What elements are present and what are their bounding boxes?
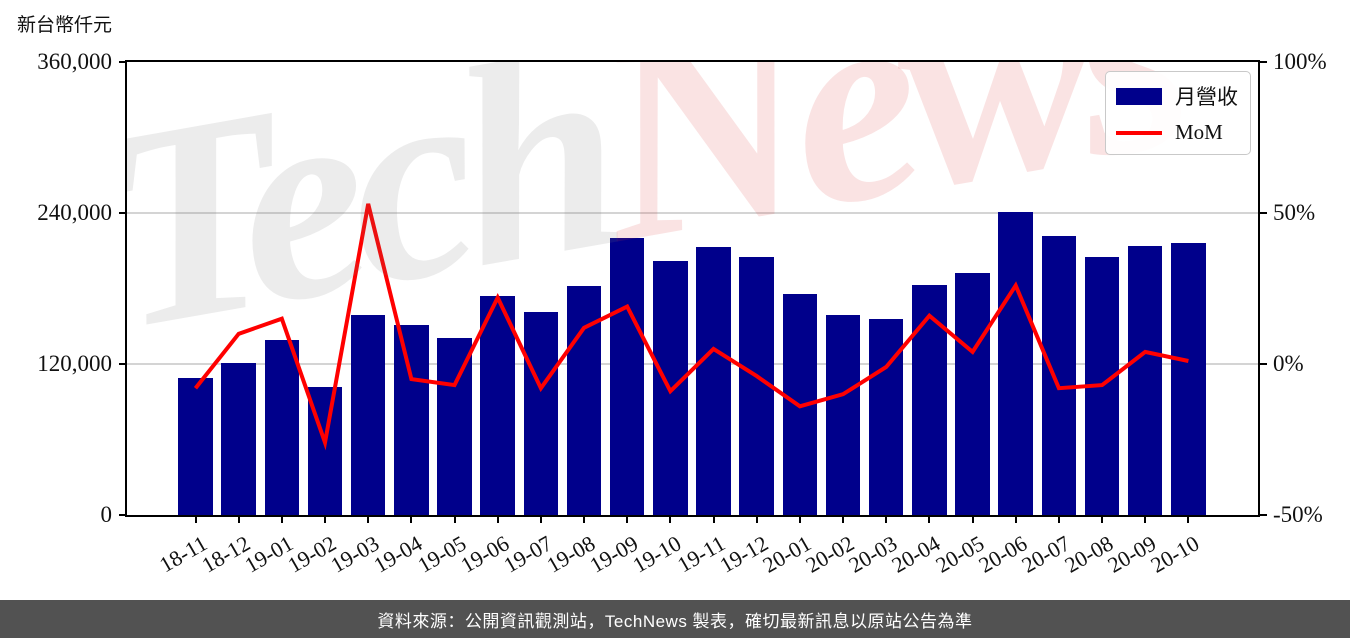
x-axis-tick [194, 515, 197, 523]
left-axis-tick-label: 120,000 [37, 351, 112, 376]
left-axis-tick-label: 360,000 [37, 49, 112, 74]
right-axis-tick-label: 50% [1273, 200, 1316, 225]
x-axis-tick [971, 515, 974, 523]
left-axis-tick [119, 363, 127, 365]
x-axis-tick [842, 515, 845, 523]
revenue-bar [178, 377, 213, 515]
x-axis-tick [928, 515, 931, 523]
revenue-bar [394, 325, 429, 515]
legend-item-mom: MoM [1116, 120, 1240, 145]
right-axis-tick [1258, 61, 1267, 63]
revenue-bar [1171, 243, 1206, 515]
left-axis-tick-label: 0 [100, 502, 113, 527]
x-axis-tick [885, 515, 888, 523]
x-axis-tick [496, 515, 499, 523]
x-axis-tick [798, 515, 801, 523]
mom-line-svg [193, 203, 1189, 451]
left-axis-tick [119, 61, 127, 63]
x-axis-tick [1187, 515, 1190, 523]
x-axis-tick [583, 515, 586, 523]
legend: 月營收 MoM [1105, 71, 1251, 155]
revenue-bar [480, 296, 515, 515]
revenue-bar-swatch [1116, 87, 1162, 105]
x-axis-tick [237, 515, 240, 523]
revenue-bar [350, 314, 386, 515]
x-axis-tick [1101, 515, 1104, 523]
right-axis-tick-label: 100% [1273, 49, 1327, 74]
revenue-bar [955, 273, 990, 515]
source-footer: 資料來源：公開資訊觀測站，TechNews 製表，確切最新訊息以原站公告為準 [0, 600, 1350, 638]
right-axis-tick [1258, 514, 1267, 516]
left-axis-tick-label: 240,000 [37, 200, 112, 225]
x-axis-tick [367, 515, 370, 523]
right-axis-tick-label: 0% [1273, 351, 1304, 376]
x-axis-tick [712, 515, 715, 523]
x-axis-tick [626, 515, 629, 523]
x-axis-tick [324, 515, 326, 523]
revenue-bar [523, 312, 559, 515]
x-axis-tick [453, 515, 456, 523]
x-axis-tick-label: 20-10 [1146, 530, 1204, 578]
gridline [127, 363, 1258, 365]
left-axis-unit-label: 新台幣仟元 [17, 15, 113, 36]
x-axis-tick [280, 515, 283, 523]
revenue-bar [609, 238, 645, 515]
revenue-bar [264, 340, 300, 515]
revenue-bar [998, 211, 1033, 515]
source-footer-text: 資料來源：公開資訊觀測站，TechNews 製表，確切最新訊息以原站公告為準 [377, 611, 973, 631]
x-axis-tick [1057, 515, 1060, 523]
x-axis-tick [410, 515, 413, 523]
gridline [127, 212, 1258, 214]
plot-area: TechNews 月營收 MoM 0 120,000 240,000 360,000 -… [37, 49, 1326, 578]
right-axis-tick-label: -50% [1273, 502, 1323, 527]
revenue-bar [1127, 245, 1163, 515]
left-axis-tick [119, 514, 127, 516]
x-axis-tick [539, 515, 542, 523]
revenue-bar [221, 362, 256, 515]
x-axis-tick [669, 515, 672, 523]
right-axis-tick [1258, 363, 1267, 365]
legend-mom-label: MoM [1175, 120, 1223, 144]
left-axis-tick [119, 212, 127, 214]
revenue-bar [825, 314, 861, 515]
legend-revenue-label: 月營收 [1175, 85, 1238, 109]
mom-line-swatch [1116, 130, 1162, 135]
revenue-bar [437, 337, 472, 515]
legend-item-revenue: 月營收 [1116, 81, 1240, 111]
revenue-bar [696, 246, 731, 515]
revenue-bar [1041, 235, 1077, 515]
mom-line [193, 203, 1189, 451]
x-axis-tick [1144, 515, 1147, 523]
right-axis-tick [1258, 212, 1267, 214]
plot-clip: TechNews [127, 62, 1258, 515]
x-axis-tick [1014, 515, 1017, 523]
x-axis-tick [755, 515, 758, 523]
